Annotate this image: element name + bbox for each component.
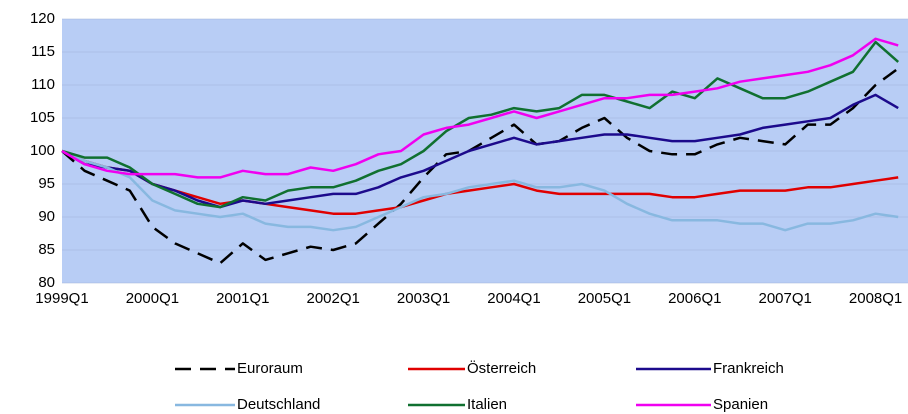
legend-label: Frankreich bbox=[713, 360, 784, 377]
x-tick-label: 2000Q1 bbox=[126, 290, 179, 307]
y-tick-label: 85 bbox=[38, 241, 55, 258]
x-tick-label: 2006Q1 bbox=[668, 290, 721, 307]
x-tick-label: 2008Q1 bbox=[849, 290, 902, 307]
y-tick-label: 95 bbox=[38, 175, 55, 192]
y-tick-label: 100 bbox=[30, 142, 55, 159]
legend-label: Euroraum bbox=[237, 360, 303, 377]
x-tick-label: 2004Q1 bbox=[487, 290, 540, 307]
legend-label: Spanien bbox=[713, 396, 768, 413]
legend-label: Italien bbox=[467, 396, 507, 413]
y-tick-label: 105 bbox=[30, 109, 55, 126]
x-tick-label: 1999Q1 bbox=[35, 290, 88, 307]
y-tick-label: 115 bbox=[31, 43, 55, 60]
x-tick-label: 2005Q1 bbox=[578, 290, 631, 307]
x-tick-label: 2001Q1 bbox=[216, 290, 269, 307]
legend-label: Deutschland bbox=[237, 396, 320, 413]
y-tick-label: 80 bbox=[38, 274, 55, 291]
x-tick-label: 2007Q1 bbox=[759, 290, 812, 307]
y-tick-label: 90 bbox=[38, 208, 55, 225]
x-tick-label: 2003Q1 bbox=[397, 290, 450, 307]
series-line bbox=[61, 149, 899, 232]
legend-label: Österreich bbox=[467, 359, 536, 377]
series-line bbox=[61, 149, 899, 215]
series-line bbox=[61, 40, 900, 209]
y-tick-label: 110 bbox=[31, 76, 55, 93]
y-tick-label: 120 bbox=[30, 10, 55, 27]
series-line bbox=[61, 37, 899, 179]
x-tick-label: 2002Q1 bbox=[307, 290, 360, 307]
series-line bbox=[61, 67, 899, 265]
series-line bbox=[61, 93, 899, 209]
